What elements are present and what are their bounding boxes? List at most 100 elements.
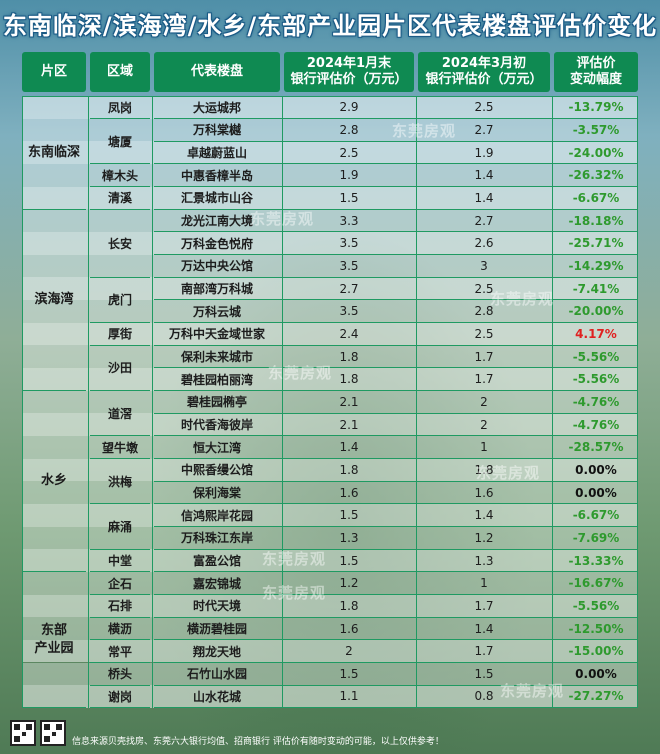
mar-valuation: 0.8: [474, 689, 494, 704]
district-divider: [90, 344, 150, 346]
area-label: 东南临深: [27, 144, 80, 160]
table-row-bg: [22, 594, 638, 618]
project-name: 信鸿熙岸花园: [180, 508, 253, 523]
row-divider: [154, 639, 638, 641]
project-name: 石竹山水园: [186, 667, 247, 682]
watermark-text: 东莞房观: [268, 364, 333, 382]
table-row-bg: [22, 662, 638, 686]
row-divider: [154, 435, 638, 437]
mar-valuation: 1: [480, 440, 488, 455]
row-divider: [154, 140, 638, 142]
area-label: 滨海湾: [34, 291, 74, 307]
table-top-border: [22, 96, 638, 97]
table-row-bg: [22, 367, 638, 391]
change-value: -4.76%: [572, 394, 620, 409]
row-divider: [154, 367, 638, 369]
jan-valuation: 1.1: [339, 689, 359, 704]
table-row-bg: [22, 685, 638, 708]
project-name: 时代香海彼岸: [180, 418, 253, 433]
header-mar-valuation: 2024年3月初 银行评估价（万元）: [418, 52, 550, 92]
change-value: -5.56%: [572, 349, 620, 364]
row-divider: [154, 594, 638, 596]
project-name: 时代天境: [192, 599, 241, 614]
jan-valuation: 2.1: [339, 417, 359, 432]
district-cell: 中堂: [107, 554, 132, 569]
mar-valuation: 2.7: [474, 213, 494, 228]
row-divider: [154, 390, 638, 392]
district-divider: [90, 322, 150, 324]
change-value: -26.32%: [568, 168, 624, 183]
mar-valuation: 1.8: [474, 462, 494, 477]
mar-valuation: 1.5: [474, 666, 494, 681]
area-label: 东部: [40, 622, 67, 638]
change-value: 0.00%: [575, 666, 617, 681]
jan-valuation: 1.4: [339, 440, 359, 455]
mar-valuation: 1.4: [474, 508, 494, 523]
jan-valuation: 1.2: [339, 576, 359, 591]
mar-valuation: 3: [480, 258, 488, 273]
table-row-bg: [22, 549, 638, 572]
area-cell: 东南临深: [22, 96, 86, 209]
row-divider: [154, 276, 638, 278]
district-divider: [90, 186, 150, 188]
project-name: 龙光江南大境: [180, 214, 253, 229]
jan-valuation: 1.6: [339, 621, 359, 636]
change-value: -4.76%: [572, 417, 620, 432]
watermark-text: 东莞房观: [490, 290, 555, 308]
row-divider: [154, 118, 638, 120]
area-divider: [22, 571, 86, 573]
project-name: 南部湾万科城: [180, 282, 253, 297]
district-cell: 望牛墩: [101, 440, 138, 455]
change-value: -13.79%: [568, 100, 624, 115]
jan-valuation: 2.7: [339, 281, 359, 296]
valuation-table: 东南临深 滨海湾 水乡 东部 产业园 凤岗 塘厦 樟木头 清溪 长安 虎门 厚街 沙田 道滘 望牛墩 洪梅 麻涌…: [22, 96, 638, 709]
district-divider: [90, 390, 150, 392]
district-cell: 凤岗: [107, 100, 132, 115]
jan-valuation: 1.8: [339, 462, 359, 477]
mar-valuation: 1.4: [474, 621, 494, 636]
mar-valuation: 1.2: [474, 530, 494, 545]
district-cell: 洪梅: [107, 474, 132, 489]
row-divider: [154, 231, 638, 233]
change-value: 4.17%: [575, 326, 617, 341]
row-divider: [154, 571, 638, 573]
area-cell: 滨海湾: [22, 209, 86, 390]
change-value: -6.67%: [572, 190, 620, 205]
jan-valuation: 3.5: [339, 304, 359, 319]
jan-valuation: 1.8: [339, 349, 359, 364]
district-divider: [90, 616, 150, 618]
district-cell: 桥头: [107, 667, 132, 682]
qr-code-icon: [40, 720, 66, 746]
district-cell: 道滘: [107, 406, 132, 421]
change-value: -20.00%: [568, 304, 624, 319]
row-divider: [154, 662, 638, 663]
mar-valuation: 2.5: [474, 100, 494, 115]
district-divider: [90, 118, 150, 120]
row-divider: [154, 412, 638, 414]
jan-valuation: 3.5: [339, 258, 359, 273]
district-cell: 常平: [107, 644, 132, 659]
table-row-bg: [22, 458, 638, 482]
district-divider: [90, 684, 150, 686]
table-row-bg: [22, 390, 638, 414]
district-cell: 麻涌: [107, 520, 132, 535]
district-divider: [90, 594, 150, 596]
project-name: 恒大江湾: [192, 440, 241, 455]
row-divider: [154, 548, 638, 550]
jan-valuation: 1.5: [339, 190, 359, 205]
jan-valuation: 1.8: [339, 598, 359, 613]
header-change-line1: 评估价: [576, 56, 616, 71]
change-value: -5.56%: [572, 598, 620, 613]
table-row-bg: [22, 118, 638, 142]
change-value: -25.71%: [568, 236, 624, 251]
header-project: 代表楼盘: [154, 52, 280, 92]
area-label: 产业园: [34, 640, 74, 656]
mar-valuation: 1.7: [474, 644, 494, 659]
column-divider: [282, 96, 283, 708]
jan-valuation: 1.3: [339, 530, 359, 545]
footer-note: 信息来源贝壳找房、东莞六大银行均值、招商银行 评估价有随时变动的可能，以上仅供参…: [72, 737, 444, 747]
district-cell: 沙田: [107, 361, 132, 376]
district-cell: 横沥: [107, 622, 132, 636]
district-cell: 虎门: [107, 293, 132, 308]
mar-valuation: 2.6: [474, 236, 494, 251]
